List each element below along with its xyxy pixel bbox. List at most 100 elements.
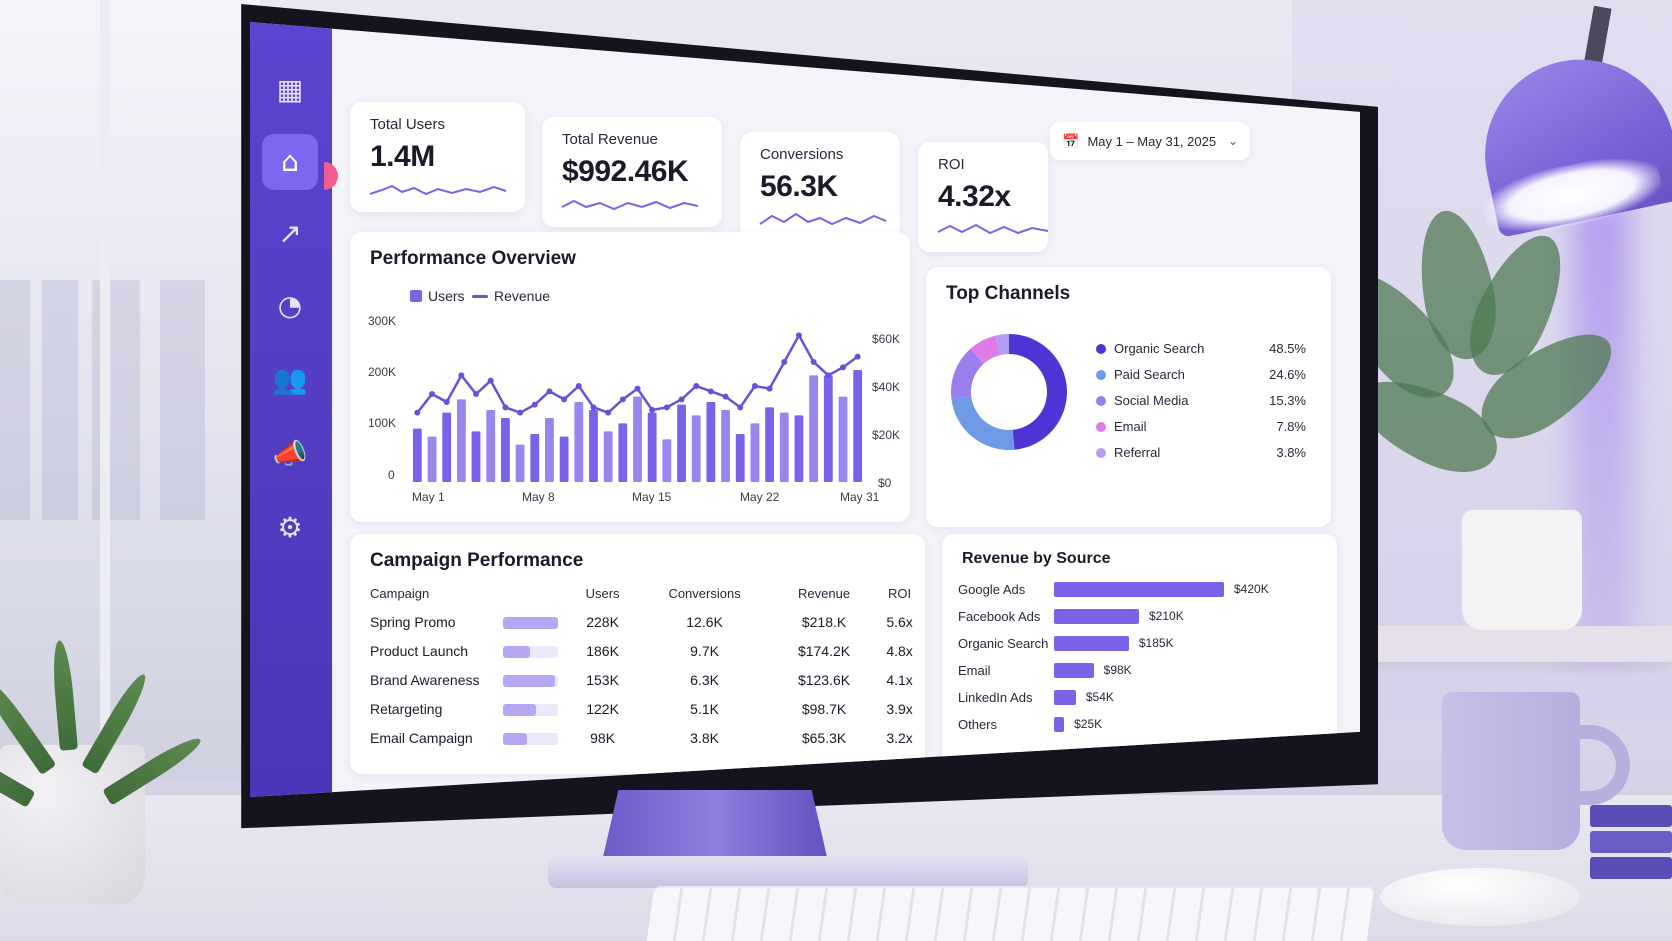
campaign-users: 122K <box>586 700 619 717</box>
col-header[interactable]: ROI <box>888 586 912 601</box>
campaign-users: 186K <box>586 642 619 659</box>
point-revenue <box>795 332 802 339</box>
source-value: $54K <box>1085 690 1114 704</box>
col-header[interactable]: Campaign <box>370 586 430 601</box>
col-header[interactable]: Conversions <box>668 586 741 601</box>
monitor-base <box>548 856 1028 888</box>
source-name: Organic Search <box>958 635 1049 651</box>
y2-tick: $0 <box>878 476 892 490</box>
source-bar <box>1054 662 1094 678</box>
source-bar <box>1054 581 1224 597</box>
campaign-users: 153K <box>586 671 619 688</box>
trend-icon[interactable]: ↗ <box>278 217 302 250</box>
campaign-conversions: 9.7K <box>690 642 719 659</box>
date-range-picker[interactable]: 📅 May 1 – May 31, 2025 ⌄ <box>1050 122 1250 160</box>
channels-donut <box>951 334 1067 450</box>
y-tick: 0 <box>388 468 395 482</box>
point-revenue <box>473 391 480 397</box>
point-revenue <box>429 391 436 397</box>
sidebar: ▦ ⌂ ↗ ◔ 👥 📣 ⚙ <box>250 22 332 797</box>
pie-chart-icon[interactable]: ◔ <box>277 289 303 322</box>
megaphone-icon[interactable]: 📣 <box>272 437 308 470</box>
table-row[interactable]: Email Campaign 98K 3.8K $65.3K 3.2x <box>370 723 925 752</box>
source-name: Others <box>958 716 998 732</box>
home-icon[interactable]: ⌂ <box>262 134 318 190</box>
channel-swatch <box>1096 343 1106 354</box>
sparkline <box>937 223 1049 235</box>
channel-row: Social Media 15.3% <box>1096 393 1306 408</box>
campaign-users: 98K <box>590 729 616 746</box>
sparkline <box>759 212 887 226</box>
y2-tick: $20K <box>872 428 901 442</box>
campaign-conversions: 3.8K <box>690 729 719 746</box>
campaign-revenue: $123.6K <box>797 671 851 688</box>
source-row: Organic Search $185K <box>958 632 1278 654</box>
bar-users <box>721 410 730 482</box>
bar-users <box>456 399 466 482</box>
donut-slice <box>995 334 1009 356</box>
mouse <box>1380 868 1580 926</box>
source-value: $25K <box>1074 717 1103 731</box>
card-title: Performance Overview <box>370 248 576 269</box>
book-stack <box>1590 805 1672 883</box>
bar-users <box>765 407 774 482</box>
point-revenue <box>810 359 817 365</box>
source-row: LinkedIn Ads $54K <box>958 686 1278 708</box>
dashboard-icon[interactable]: ▦ <box>276 73 304 106</box>
point-revenue <box>854 353 861 360</box>
campaign-share-bar <box>490 665 570 694</box>
legend-label: Users <box>428 288 465 304</box>
plant-pot <box>1462 510 1582 630</box>
channel-name: Organic Search <box>1114 341 1205 356</box>
campaign-conversions: 6.3K <box>690 671 719 688</box>
point-revenue <box>707 388 714 395</box>
campaign-share-bar <box>490 694 570 723</box>
point-revenue <box>737 404 744 411</box>
bar-users <box>559 436 569 482</box>
campaign-name: Spring Promo <box>370 613 456 630</box>
table-row[interactable]: Product Launch 186K 9.7K $174.2K 4.8x <box>370 636 925 665</box>
channel-swatch <box>1096 395 1106 406</box>
campaign-table: Campaign Users Conversions Revenue ROI S… <box>370 582 925 752</box>
users-icon[interactable]: 👥 <box>272 363 308 396</box>
window-frame <box>100 0 110 780</box>
col-header[interactable]: Revenue <box>798 586 851 601</box>
campaign-conversions: 5.1K <box>690 700 719 717</box>
bar-users <box>750 423 760 482</box>
point-revenue <box>781 359 788 365</box>
kpi-card-users: Total Users 1.4M <box>350 102 525 212</box>
source-name: LinkedIn Ads <box>958 689 1033 705</box>
source-bar <box>1054 635 1129 651</box>
source-name: Email <box>958 662 991 678</box>
x-tick: May 1 <box>412 490 445 504</box>
plant-right <box>1321 200 1629 530</box>
source-value: $98K <box>1103 663 1132 677</box>
table-row[interactable]: Brand Awareness 153K 6.3K $123.6K 4.1x <box>370 665 925 694</box>
point-revenue <box>663 404 670 411</box>
table-row[interactable]: Spring Promo 228K 12.6K $218.K 5.6x <box>370 607 925 636</box>
settings-icon[interactable]: ⚙ <box>277 511 303 544</box>
channel-row: Paid Search 24.6% <box>1096 367 1306 382</box>
sparkline <box>369 184 507 196</box>
point-revenue <box>839 364 846 371</box>
campaign-name: Retargeting <box>370 700 443 717</box>
point-revenue <box>722 393 729 400</box>
campaign-name: Product Launch <box>370 642 469 659</box>
campaign-name: Email Campaign <box>370 729 473 746</box>
succulent-pot <box>0 745 145 905</box>
channel-pct: 7.8% <box>1276 419 1306 434</box>
source-value: $210K <box>1149 609 1184 623</box>
source-value: $420K <box>1234 582 1269 596</box>
campaign-revenue: $98.7K <box>801 700 847 717</box>
col-header[interactable]: Users <box>585 586 620 601</box>
kpi-label: Total Revenue <box>562 131 658 148</box>
source-value: $185K <box>1138 636 1174 650</box>
campaign-revenue: $218.K <box>801 613 847 630</box>
kpi-value: 1.4M <box>370 140 435 173</box>
table-row[interactable]: Retargeting 122K 5.1K $98.7K 3.9x <box>370 694 925 723</box>
bar-users <box>618 423 628 482</box>
chevron-down-icon: ⌄ <box>1227 134 1238 148</box>
bar-users <box>589 410 598 482</box>
kpi-value: 56.3K <box>760 170 838 203</box>
bar-users <box>442 412 452 482</box>
